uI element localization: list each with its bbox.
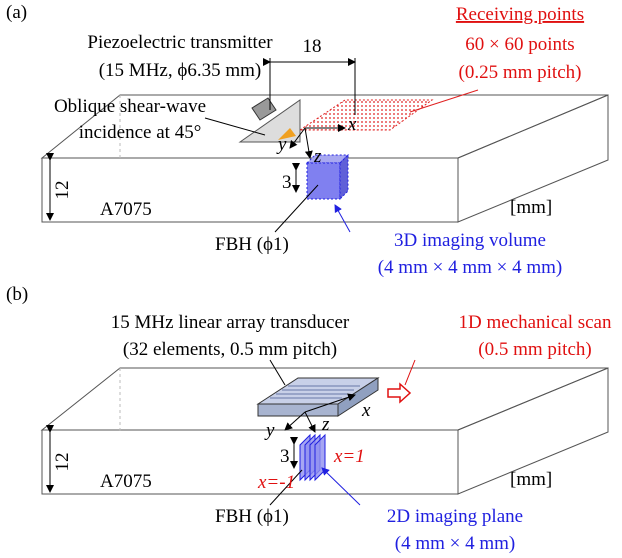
incidence-line: Oblique shear-wave — [54, 96, 206, 117]
unit-label: [mm] — [510, 197, 552, 218]
thickness-label: 12 — [52, 453, 73, 472]
depth-label: 3 — [280, 446, 290, 467]
panel-label: (a) — [6, 2, 27, 23]
axis-label: y — [276, 134, 287, 155]
fbh-label: FBH (ϕ1) — [215, 234, 289, 255]
imaging-line: (4 mm × 4 mm × 4 mm) — [378, 257, 563, 278]
axis-label: z — [321, 414, 330, 435]
figure: (a) Piezoelectric transmitter (15 MHz, ϕ… — [0, 0, 622, 558]
axis-label: x — [347, 114, 357, 135]
depth-label: 3 — [282, 172, 292, 193]
plane-label: x=-1 — [257, 472, 295, 493]
thickness-label: 12 — [52, 181, 73, 200]
material-label: A7075 — [100, 471, 152, 492]
axis-label: z — [313, 146, 322, 167]
incidence-line: incidence at 45° — [79, 122, 202, 143]
imaging-line: 2D imaging plane — [387, 506, 523, 527]
panel-label: (b) — [6, 284, 28, 305]
imaging-line: (4 mm × 4 mm) — [395, 533, 516, 554]
transmitter-line: Piezoelectric transmitter — [87, 32, 273, 53]
material-label: A7075 — [100, 199, 152, 220]
transducer-line: 15 MHz linear array transducer — [111, 312, 350, 333]
axis-label: y — [264, 420, 275, 441]
receiving-line: (0.25 mm pitch) — [459, 62, 582, 83]
transmitter-line: (15 MHz, ϕ6.35 mm) — [99, 60, 262, 81]
scan-line: (0.5 mm pitch) — [478, 339, 591, 360]
scan-line: 1D mechanical scan — [459, 312, 612, 333]
imaging-line: 3D imaging volume — [394, 230, 546, 251]
receiving-line: 60 × 60 points — [465, 34, 574, 55]
fbh-label: FBH (ϕ1) — [215, 506, 289, 527]
plane-label: x=1 — [333, 446, 365, 467]
unit-label: [mm] — [510, 469, 552, 490]
axis-label: x — [361, 400, 371, 421]
receiving-title: Receiving points — [456, 4, 584, 25]
transducer-line: (32 elements, 0.5 mm pitch) — [123, 339, 337, 360]
distance-label: 18 — [303, 36, 322, 57]
